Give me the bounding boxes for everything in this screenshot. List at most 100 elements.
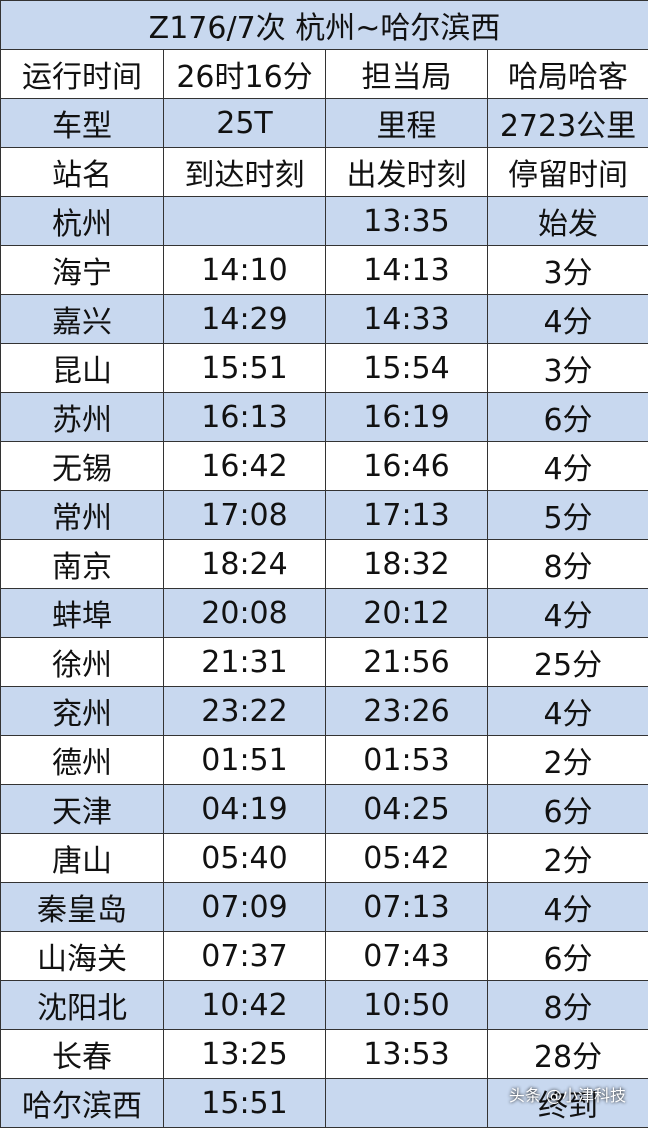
table-cell: 05:42 (326, 834, 488, 883)
table-row: 站名到达时刻出发时刻停留时间 (1, 148, 648, 197)
table-cell: 17:08 (164, 491, 326, 540)
table-cell: 10:50 (326, 981, 488, 1030)
table-cell: 25分 (488, 638, 648, 687)
table-cell: 16:46 (326, 442, 488, 491)
table-cell: 26时16分 (164, 50, 326, 99)
table-cell: 海宁 (1, 246, 164, 295)
table-cell: 25T (164, 99, 326, 148)
table-cell: 担当局 (326, 50, 488, 99)
watermark: 头条 @小津科技 (509, 1082, 626, 1106)
table-cell: 长春 (1, 1030, 164, 1079)
table-cell: 16:42 (164, 442, 326, 491)
table-cell (164, 197, 326, 246)
table-cell: 运行时间 (1, 50, 164, 99)
table-cell: 15:54 (326, 344, 488, 393)
table-cell: 4分 (488, 883, 648, 932)
table-cell: 天津 (1, 785, 164, 834)
table-cell: 8分 (488, 540, 648, 589)
table-cell: 20:12 (326, 589, 488, 638)
table-cell: 16:19 (326, 393, 488, 442)
table-cell: 嘉兴 (1, 295, 164, 344)
table-cell: 4分 (488, 687, 648, 736)
table-cell: 07:43 (326, 932, 488, 981)
table-cell: 3分 (488, 246, 648, 295)
table-cell: 2分 (488, 834, 648, 883)
table-cell: 2723公里 (488, 99, 648, 148)
table-cell: 14:33 (326, 295, 488, 344)
table-cell: 苏州 (1, 393, 164, 442)
table-cell: 18:32 (326, 540, 488, 589)
table-cell: 07:13 (326, 883, 488, 932)
table-cell: 4分 (488, 295, 648, 344)
table-cell: 无锡 (1, 442, 164, 491)
table-cell: 23:26 (326, 687, 488, 736)
table-cell: 秦皇岛 (1, 883, 164, 932)
table-cell: 6分 (488, 932, 648, 981)
table-cell: 兖州 (1, 687, 164, 736)
table-cell: 18:24 (164, 540, 326, 589)
table-cell: 山海关 (1, 932, 164, 981)
table-cell: 徐州 (1, 638, 164, 687)
table-cell: 28分 (488, 1030, 648, 1079)
table-cell: 14:29 (164, 295, 326, 344)
table-cell: 01:53 (326, 736, 488, 785)
table-cell: 站名 (1, 148, 164, 197)
table-cell: 6分 (488, 393, 648, 442)
table-cell: 21:31 (164, 638, 326, 687)
table-cell: 01:51 (164, 736, 326, 785)
table-cell: 13:25 (164, 1030, 326, 1079)
table-cell: 2分 (488, 736, 648, 785)
table-cell: 德州 (1, 736, 164, 785)
title-row: Z176/7次 杭州~哈尔滨西 (1, 1, 648, 50)
table-cell: 车型 (1, 99, 164, 148)
table-cell: 3分 (488, 344, 648, 393)
table-cell: 哈局哈客 (488, 50, 648, 99)
table-cell: 05:40 (164, 834, 326, 883)
table-cell: 始发 (488, 197, 648, 246)
table-cell: 昆山 (1, 344, 164, 393)
table-cell: 07:37 (164, 932, 326, 981)
table-cell: 5分 (488, 491, 648, 540)
table-cell: 停留时间 (488, 148, 648, 197)
table-cell: 04:19 (164, 785, 326, 834)
table-cell: 14:10 (164, 246, 326, 295)
table-cell: 23:22 (164, 687, 326, 736)
table-cell: 04:25 (326, 785, 488, 834)
table-cell: 14:13 (326, 246, 488, 295)
table-cell: 20:08 (164, 589, 326, 638)
table-cell: 出发时刻 (326, 148, 488, 197)
table-cell: 15:51 (164, 344, 326, 393)
table-cell: 16:13 (164, 393, 326, 442)
table-cell: 21:56 (326, 638, 488, 687)
table-cell: 07:09 (164, 883, 326, 932)
table-cell: 17:13 (326, 491, 488, 540)
table-cell: 15:51 (164, 1079, 326, 1128)
table-cell: 4分 (488, 442, 648, 491)
table-cell: 常州 (1, 491, 164, 540)
table-cell: 13:53 (326, 1030, 488, 1079)
table-title: Z176/7次 杭州~哈尔滨西 (1, 1, 648, 50)
table-cell: 里程 (326, 99, 488, 148)
table-cell: 13:35 (326, 197, 488, 246)
table-cell: 蚌埠 (1, 589, 164, 638)
